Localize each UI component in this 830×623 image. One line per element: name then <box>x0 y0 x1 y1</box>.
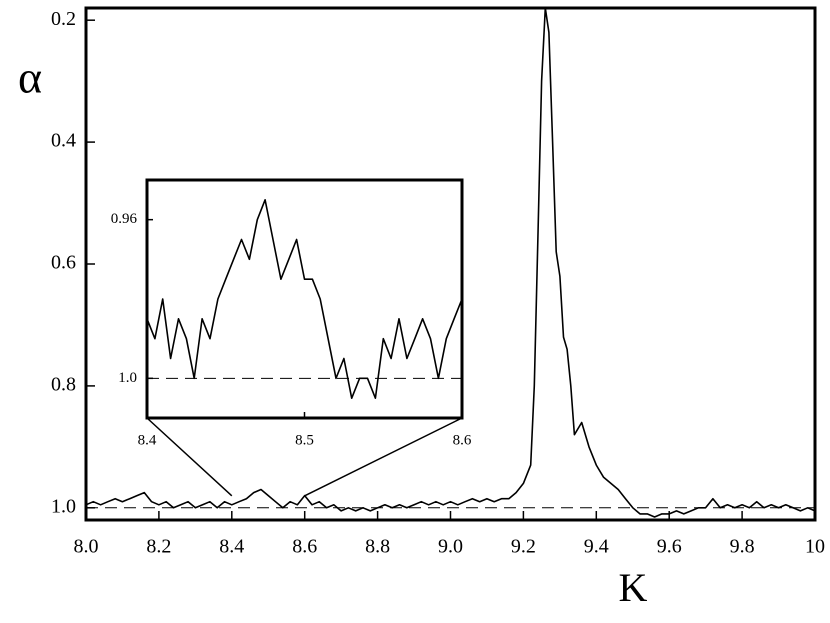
x-tick-label: 8.6 <box>453 432 472 448</box>
y-tick-label: 0.4 <box>51 130 76 152</box>
x-tick-label: 9.2 <box>511 536 536 558</box>
x-tick-label: 8.6 <box>292 536 317 558</box>
zoom-connector <box>146 417 233 497</box>
x-axis-label: K <box>619 565 648 610</box>
x-tick-label: 8.0 <box>74 536 99 558</box>
y-tick-label: 0.8 <box>51 373 76 395</box>
y-tick-label: 1.0 <box>51 495 76 517</box>
x-tick-label: 8.8 <box>365 536 390 558</box>
x-tick-label: 9.4 <box>584 536 609 558</box>
zoom-connector <box>304 417 463 497</box>
x-tick-label: 9.8 <box>730 536 755 558</box>
y-tick-label: 0.2 <box>51 8 76 30</box>
data-line <box>85 7 816 518</box>
x-tick-label: 8.2 <box>146 536 171 558</box>
x-tick-label: 10 <box>805 536 825 558</box>
y-tick-label: 0.96 <box>111 211 138 227</box>
y-tick-label: 0.6 <box>51 252 76 274</box>
x-tick-label: 8.4 <box>138 432 157 448</box>
x-tick-label: 8.5 <box>295 432 314 448</box>
x-tick-label: 8.4 <box>219 536 244 558</box>
x-tick-label: 9.6 <box>657 536 682 558</box>
y-tick-label: 1.0 <box>118 370 137 386</box>
plot-frame <box>145 178 464 420</box>
data-line <box>146 199 463 399</box>
x-tick-label: 9.0 <box>438 536 463 558</box>
y-axis-label: α <box>18 52 42 103</box>
